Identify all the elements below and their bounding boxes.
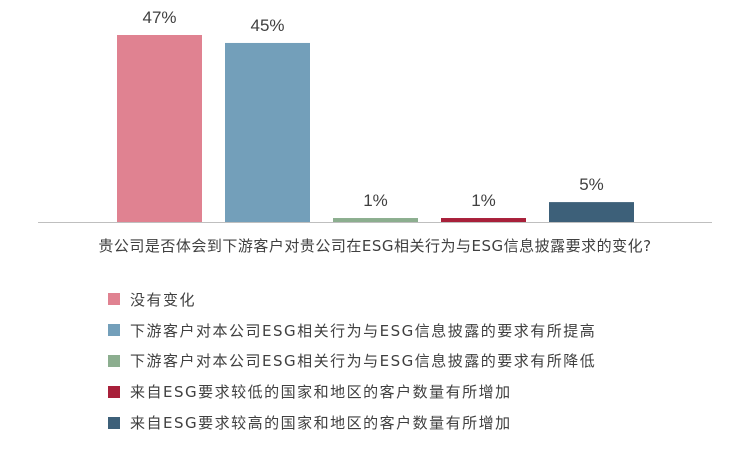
bar-5: [549, 202, 634, 222]
bar-2: [225, 42, 310, 223]
data-label-3: 1%: [363, 191, 388, 210]
legend-swatch: [108, 354, 120, 367]
bar-chart: 47% 45% 1% 1% 5%: [38, 8, 712, 223]
bar-1: [117, 35, 202, 222]
chart-title: 贵公司是否体会到下游客户对贵公司在ESG相关行为与ESG信息披露要求的变化?: [98, 237, 652, 255]
legend-label: 下游客户对本公司ESG相关行为与ESG信息披露的要求有所降低: [130, 352, 597, 371]
data-label-4: 1%: [471, 191, 496, 210]
legend-item: 下游客户对本公司ESG相关行为与ESG信息披露的要求有所提高: [108, 315, 596, 346]
legend-label: 没有变化: [130, 290, 197, 309]
legend-swatch: [108, 293, 120, 306]
data-label-5: 5%: [579, 175, 604, 194]
legend-item: 下游客户对本公司ESG相关行为与ESG信息披露的要求有所降低: [108, 346, 596, 377]
legend-label: 下游客户对本公司ESG相关行为与ESG信息披露的要求有所提高: [130, 321, 597, 340]
legend-label: 来自ESG要求较低的国家和地区的客户数量有所增加: [130, 383, 512, 402]
legend-swatch: [108, 385, 120, 398]
legend-swatch: [108, 416, 120, 429]
legend-item: 来自ESG要求较高的国家和地区的客户数量有所增加: [108, 407, 596, 438]
legend-swatch: [108, 324, 120, 337]
legend-label: 来自ESG要求较高的国家和地区的客户数量有所增加: [130, 414, 512, 433]
bar-3: [333, 218, 418, 222]
data-label-1: 47%: [142, 8, 176, 27]
legend-item: 来自ESG要求较低的国家和地区的客户数量有所增加: [108, 376, 596, 407]
legend: 没有变化下游客户对本公司ESG相关行为与ESG信息披露的要求有所提高 下游客户对本…: [108, 284, 596, 438]
bar-4: [441, 218, 526, 222]
data-label-2: 45%: [250, 16, 284, 35]
legend-item: 没有变化: [108, 284, 596, 315]
